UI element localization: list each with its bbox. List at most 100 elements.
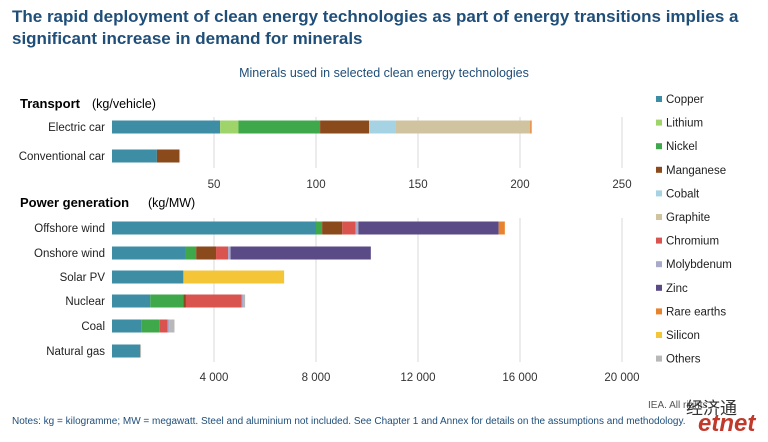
power-bar-solar-pv-silicon — [183, 270, 285, 284]
power-bars — [112, 221, 505, 358]
legend-label-zinc: Zinc — [666, 283, 688, 295]
legend-label-silicon: Silicon — [666, 330, 700, 342]
legend-swatch-nickel — [656, 143, 662, 150]
transport-tick-label: 100 — [306, 179, 325, 191]
transport-panel-unit: (kg/vehicle) — [92, 97, 156, 111]
legend-label-copper: Copper — [666, 94, 704, 106]
chart-title: The rapid deployment of clean energy tec… — [12, 7, 739, 48]
watermark-logo: etnet — [698, 410, 756, 437]
legend-swatch-silicon — [656, 332, 662, 338]
power-bar-offshore-wind-chromium — [342, 221, 356, 235]
transport-category-labels: Electric car Conventional car — [19, 122, 105, 163]
legend-swatch-lithium — [656, 119, 662, 126]
transport-bar-conventional-car-manganese — [156, 149, 180, 163]
transport-bar-electric-car-others — [531, 120, 533, 134]
power-category-label: Nuclear — [65, 296, 105, 308]
transport-bar-conventional-car-others — [179, 149, 181, 163]
power-bar-onshore-wind-chromium — [216, 246, 229, 260]
legend-swatch-molybdenum — [656, 261, 662, 268]
power-bar-nuclear-nickel — [150, 294, 184, 308]
legend-swatch-graphite — [656, 214, 662, 220]
power-bar-nuclear-others — [243, 294, 246, 308]
legend-swatch-rare-earths — [656, 308, 662, 315]
legend: Copper Lithium Nickel Manganese Cobalt Graphi… — [656, 94, 732, 366]
watermark-text: 经济通 — [686, 399, 737, 419]
power-panel-title: Power generation — [20, 195, 129, 210]
power-bar-offshore-wind-zinc — [358, 221, 499, 235]
power-bar-solar-pv-copper — [112, 270, 184, 284]
power-bar-onshore-wind-manganese — [196, 246, 217, 260]
legend-swatch-chromium — [656, 237, 662, 244]
transport-bar-electric-car-rare-earths — [530, 120, 532, 134]
power-tick-label: 8 000 — [302, 372, 331, 384]
power-bar-natural-gas-others — [140, 344, 142, 358]
legend-label-rare-earths: Rare earths — [666, 306, 726, 318]
power-bar-offshore-wind-manganese — [322, 221, 343, 235]
legend-label-lithium: Lithium — [666, 118, 703, 130]
power-bar-onshore-wind-zinc — [230, 246, 371, 260]
power-bar-nuclear-manganese — [183, 294, 186, 308]
power-category-label: Onshore wind — [34, 248, 105, 260]
transport-category-label: Electric car — [48, 122, 105, 134]
power-tick-label: 12 000 — [400, 372, 435, 384]
transport-panel-title: Transport — [20, 96, 81, 111]
source-note: IEA. All rights — [648, 400, 708, 411]
power-category-label: Offshore wind — [34, 223, 105, 235]
power-panel-unit: (kg/MW) — [148, 196, 195, 210]
power-category-labels: Offshore wind Onshore wind Solar PV Nuclear… — [34, 223, 105, 358]
transport-bar-electric-car-cobalt — [369, 120, 396, 134]
legend-swatch-others — [656, 355, 662, 362]
power-bar-onshore-wind-copper — [112, 246, 186, 260]
legend-label-cobalt: Cobalt — [666, 188, 700, 200]
power-tick-label: 16 000 — [502, 372, 537, 384]
legend-label-chromium: Chromium — [666, 236, 719, 248]
power-bar-coal-others — [169, 319, 175, 333]
power-bar-onshore-wind-nickel — [185, 246, 197, 260]
transport-bar-electric-car-copper — [112, 120, 221, 134]
power-category-label: Natural gas — [46, 346, 105, 358]
transport-tick-label: 50 — [208, 179, 221, 191]
power-category-label: Solar PV — [60, 272, 106, 284]
transport-tick-label: 250 — [612, 179, 631, 191]
power-bar-offshore-wind-molybdenum — [355, 221, 359, 235]
legend-label-molybdenum: Molybdenum — [666, 259, 732, 271]
power-bar-nuclear-molybdenum — [241, 294, 244, 308]
power-bar-offshore-wind-copper — [112, 221, 316, 235]
power-bar-coal-copper — [112, 319, 142, 333]
transport-category-label: Conventional car — [19, 151, 105, 163]
transport-bars — [112, 120, 533, 163]
power-tick-labels: 4 000 8 000 12 000 16 000 20 000 — [200, 372, 640, 384]
legend-swatch-manganese — [656, 166, 662, 173]
footnote: Notes: kg = kilogramme; MW = megawatt. S… — [12, 416, 686, 427]
legend-swatch-zinc — [656, 284, 662, 291]
power-bar-offshore-wind-rare-earths — [498, 221, 505, 235]
legend-label-manganese: Manganese — [666, 165, 726, 177]
legend-swatch-copper — [656, 96, 662, 102]
legend-label-nickel: Nickel — [666, 141, 697, 153]
power-bar-nuclear-copper — [112, 294, 151, 308]
power-gridlines — [213, 218, 623, 362]
power-bar-coal-nickel — [141, 319, 160, 333]
chart-subtitle: Minerals used in selected clean energy t… — [239, 66, 529, 80]
transport-bar-electric-car-graphite — [395, 120, 531, 134]
transport-tick-labels: 50 100 150 200 250 — [208, 179, 632, 191]
legend-label-graphite: Graphite — [666, 212, 710, 224]
power-bar-offshore-wind-nickel — [316, 221, 323, 235]
power-tick-label: 20 000 — [604, 372, 639, 384]
transport-bar-electric-car-nickel — [238, 120, 321, 134]
transport-tick-label: 200 — [510, 179, 529, 191]
power-tick-label: 4 000 — [200, 372, 229, 384]
transport-bar-electric-car-lithium — [220, 120, 239, 134]
power-bar-coal-chromium — [159, 319, 168, 333]
power-bar-nuclear-chromium — [185, 294, 242, 308]
legend-label-others: Others — [666, 354, 701, 366]
power-bar-natural-gas-copper — [112, 344, 141, 358]
transport-bar-conventional-car-copper — [112, 149, 157, 163]
legend-swatch-cobalt — [656, 190, 662, 197]
power-category-label: Coal — [81, 321, 105, 333]
transport-bar-electric-car-manganese — [320, 120, 370, 134]
power-bar-onshore-wind-molybdenum — [228, 246, 231, 260]
transport-tick-label: 150 — [408, 179, 427, 191]
power-bar-coal-molybdenum — [167, 319, 170, 333]
